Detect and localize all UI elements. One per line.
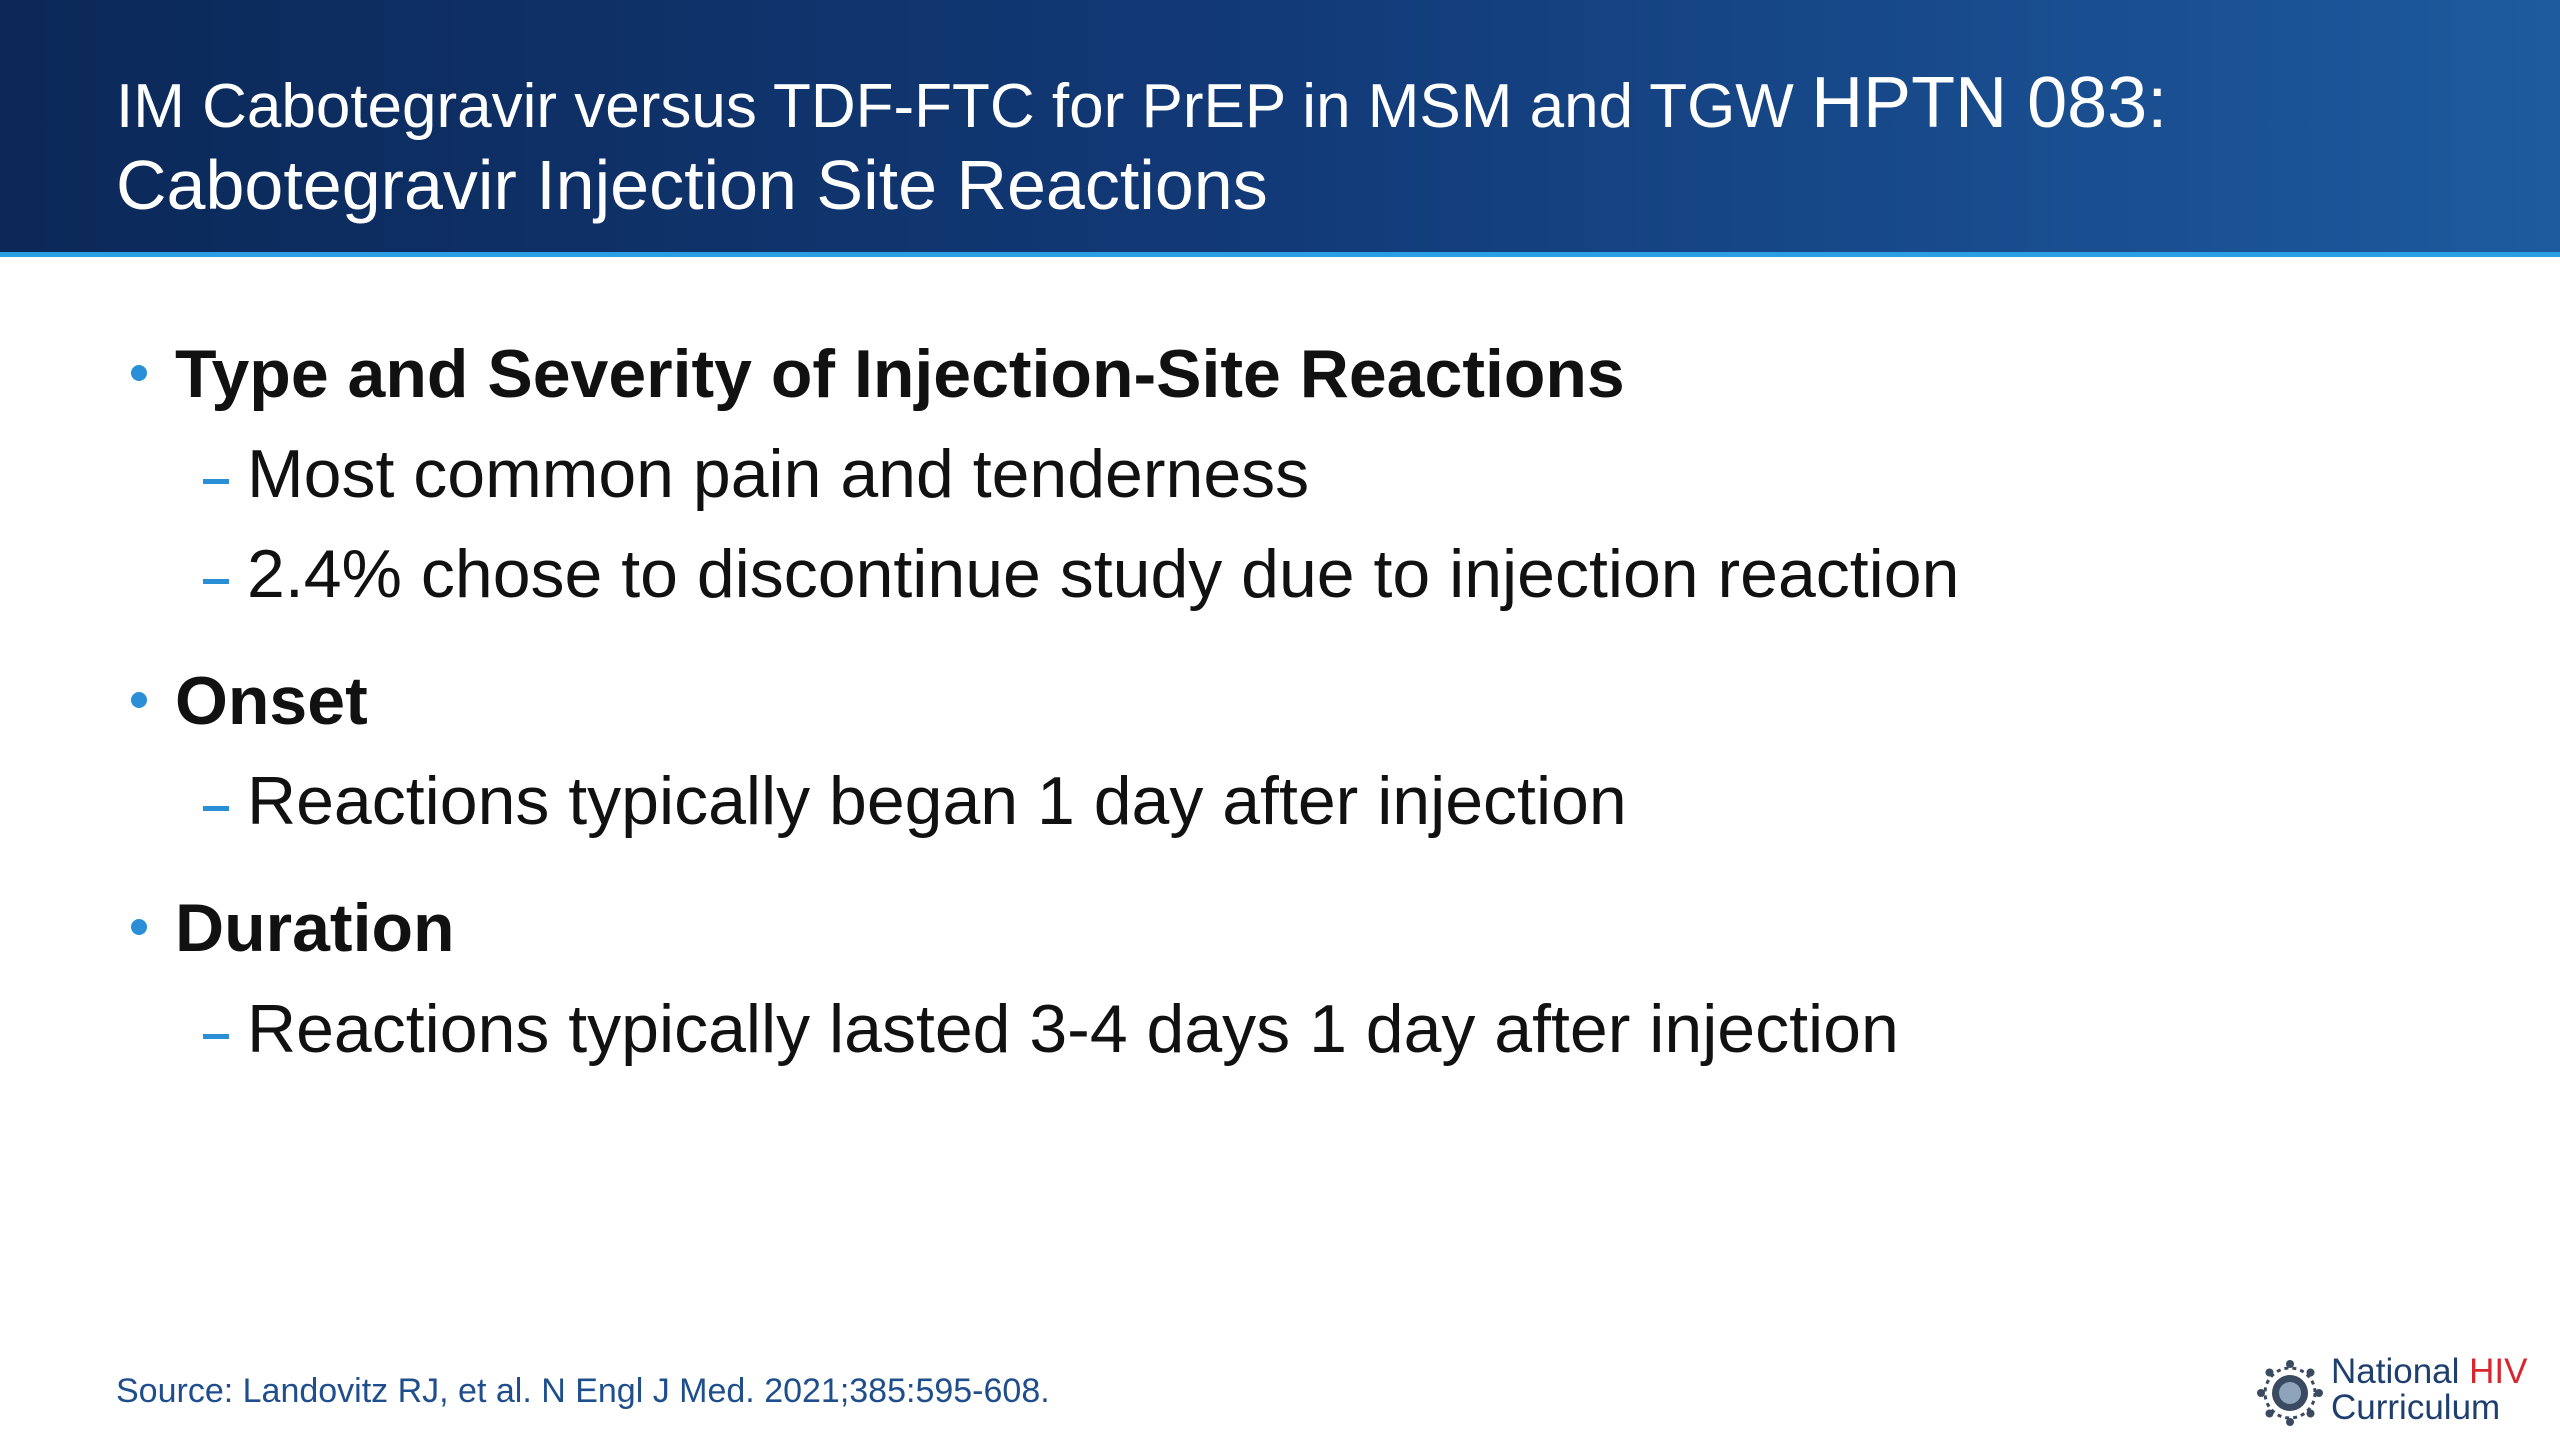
title-text: IM Cabotegravir versus TDF-FTC for PrEP … xyxy=(116,72,1794,141)
sub-bullet: Reactions typically lasted 3-4 days 1 da… xyxy=(203,991,1899,1067)
logo-word: Curriculum xyxy=(2331,1388,2501,1427)
header: IM Cabotegravir versus TDF-FTC for PrEP … xyxy=(0,0,2560,257)
bullet-heading: Onset xyxy=(131,663,368,739)
logo-word: National xyxy=(2331,1352,2460,1391)
bullet-heading: Type and Severity of Injection-Site Reac… xyxy=(131,336,1625,412)
logo-icon xyxy=(2257,1360,2323,1426)
logo: National HIV Curriculum xyxy=(2255,1352,2555,1432)
sub-bullet: Reactions typically began 1 day after in… xyxy=(203,763,1627,839)
source-citation: Source: Landovitz RJ, et al. N Engl J Me… xyxy=(116,1372,1050,1410)
logo-text: National HIV Curriculum xyxy=(2331,1354,2528,1426)
sub-bullet: Most common pain and tenderness xyxy=(202,436,1310,512)
title-line: IM Cabotegravir versus TDF-FTC for PrEP … xyxy=(116,62,2167,144)
title-emphasis: HPTN 083: xyxy=(1811,63,2168,143)
logo-accent: HIV xyxy=(2469,1352,2528,1391)
title-line: Cabotegravir Injection Site Reactions xyxy=(116,146,1268,224)
bullet-heading: Duration xyxy=(131,890,455,966)
sub-bullet: 2.4% chose to discontinue study due to i… xyxy=(202,536,1960,612)
